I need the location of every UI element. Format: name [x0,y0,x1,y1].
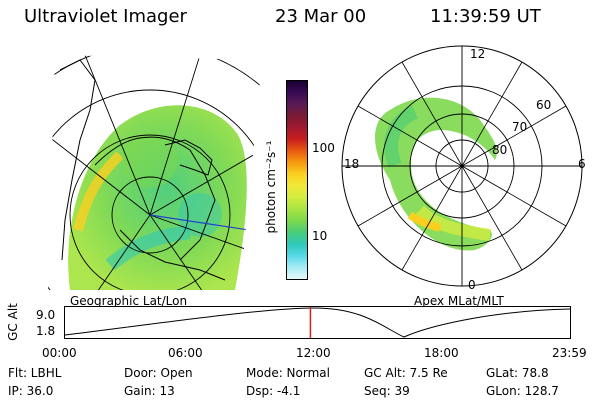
mlat-label-60: 60 [536,98,552,112]
apex-aurora-oval [375,97,497,251]
colorbar-unit-label: photon cm⁻²s⁻¹ [264,140,278,234]
time-label: 11:39:59 UT [430,6,541,27]
status-mode: Mode: Normal [246,366,330,380]
mlt-label-0: 0 [468,278,476,292]
timeline-ytick-9: 9.0 [36,308,56,322]
gc-alt-curve [64,307,571,338]
status-seq: Seq: 39 [364,384,410,398]
status-gcalt: GC Alt: 7.5 Re [364,366,448,380]
status-dsp: Dsp: -4.1 [246,384,301,398]
timeline-xtick-2359: 23:59 [552,346,587,360]
timeline-plot [64,306,571,339]
apex-map-caption: Apex MLat/MLT [414,294,504,308]
mlt-label-6: 6 [578,157,586,171]
timeline-xtick-0000: 00:00 [42,346,77,360]
colorbar-tick-100: 100 [312,141,335,155]
timeline-xtick-1800: 18:00 [424,346,459,360]
status-flt: Flt: LBHL [8,366,62,380]
apex-map [341,45,583,287]
status-glat: GLat: 78.8 [486,366,549,380]
geographic-map [48,55,260,290]
timeline-xtick-1200: 12:00 [296,346,331,360]
status-gain: Gain: 13 [124,384,175,398]
mlat-label-80: 80 [492,143,508,157]
colorbar [286,80,308,280]
status-glon: GLon: 128.7 [486,384,559,398]
date-label: 23 Mar 00 [275,6,367,27]
mlt-label-12: 12 [470,47,486,61]
geo-aurora-region [68,105,247,290]
mlt-label-18: 18 [344,157,360,171]
app-title: Ultraviolet Imager [24,6,187,27]
status-door: Door: Open [124,366,193,380]
colorbar-tick-10: 10 [312,229,328,243]
timeline-axis-label: GC Alt [6,303,20,341]
status-ip: IP: 36.0 [8,384,54,398]
timeline-xtick-0600: 06:00 [168,346,203,360]
timeline-ytick-1-8: 1.8 [36,324,56,338]
geo-map-caption: Geographic Lat/Lon [70,294,188,308]
mlat-label-70: 70 [512,120,528,134]
